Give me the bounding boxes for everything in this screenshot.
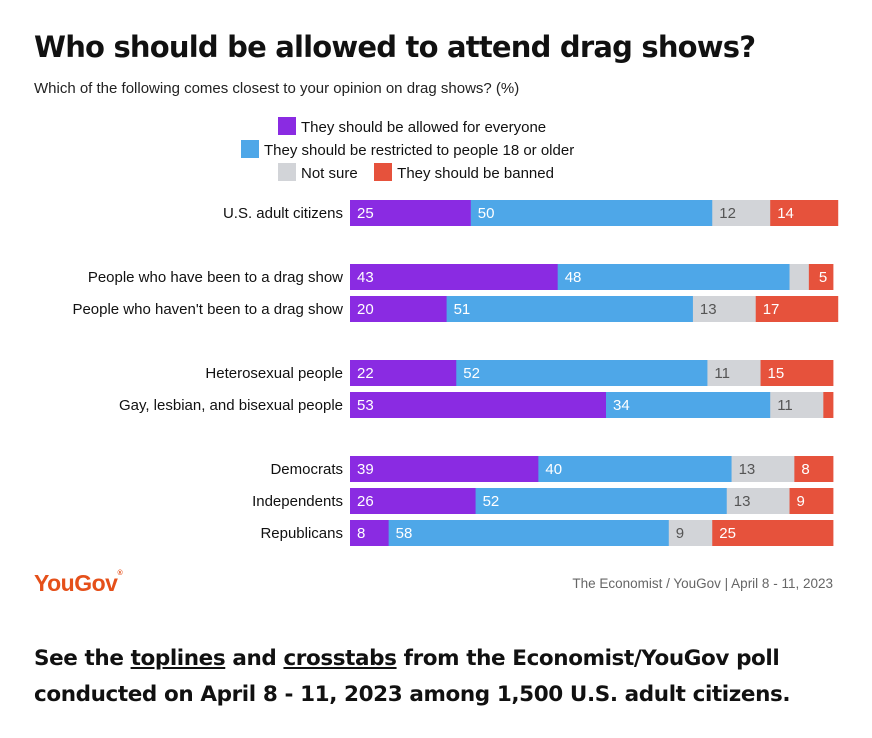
bar-segment-not-sure <box>726 488 790 514</box>
legend-item-not-sure: Not sure <box>278 163 358 184</box>
bar-segment-restricted <box>538 456 732 482</box>
stacked-bar-chart: U.S. adult citizens 25 50 12 14 People who ha… <box>72 200 839 546</box>
legend-item-allowed: They should be allowed for everyone <box>278 117 546 138</box>
toplines-link[interactable]: toplines <box>130 646 226 671</box>
category-label: Democrats <box>270 461 343 478</box>
data-label: 53 <box>357 397 374 414</box>
bar-segment-banned <box>789 488 834 514</box>
bar-segment-restricted <box>456 360 708 386</box>
data-label: 13 <box>739 461 756 478</box>
bar-segment-not-sure <box>668 520 713 546</box>
footer-post: from the Economist/YouGov poll conducted… <box>34 646 791 707</box>
bar-segment-allowed <box>350 456 539 482</box>
category-label: Heterosexual people <box>205 365 343 382</box>
bar-segment-not-sure <box>770 392 824 418</box>
legend-row-2: They should be restricted to people 18 o… <box>241 140 580 160</box>
legend-label-restricted: They should be restricted to people 18 o… <box>264 142 575 159</box>
bar-segment-restricted <box>388 520 670 546</box>
legend-row-3: Not sure They should be banned <box>278 163 560 183</box>
data-label: 9 <box>676 525 684 542</box>
data-label: 22 <box>357 365 374 382</box>
bar-segment-allowed <box>350 520 390 546</box>
data-label: 14 <box>777 205 794 222</box>
bar-segment-not-sure <box>789 264 810 290</box>
data-label: 26 <box>357 493 374 510</box>
bar-segment-banned <box>794 456 834 482</box>
bar-segment-allowed <box>350 360 457 386</box>
data-label: 52 <box>463 365 480 382</box>
bar-segment-restricted <box>475 488 728 514</box>
chart-title: Who should be allowed to attend drag sho… <box>34 30 756 64</box>
category-label: People who haven't been to a drag show <box>72 301 343 318</box>
bar-segment-banned <box>755 296 839 322</box>
source-note: The Economist / YouGov | April 8 - 11, 2… <box>572 576 833 591</box>
brand-name: YouGov <box>34 570 118 596</box>
data-label: 8 <box>801 461 809 478</box>
yougov-logo: YouGov® <box>34 570 123 597</box>
bar-segment-banned <box>808 264 834 290</box>
bar-segment-restricted <box>557 264 790 290</box>
data-label: 9 <box>797 493 805 510</box>
category-label: Gay, lesbian, and bisexual people <box>119 397 343 414</box>
bar-segment-allowed <box>350 392 607 418</box>
data-label: 25 <box>719 525 736 542</box>
legend-label-banned: They should be banned <box>397 165 554 182</box>
legend-swatch-not-sure <box>278 163 296 181</box>
data-label: 48 <box>565 269 582 286</box>
data-label: 11 <box>714 365 730 382</box>
data-label: 50 <box>478 205 495 222</box>
legend-item-restricted: They should be restricted to people 18 o… <box>241 140 574 161</box>
data-label: 43 <box>357 269 374 286</box>
footer-mid: and <box>225 646 284 671</box>
data-label: 17 <box>763 301 780 318</box>
data-label: 13 <box>734 493 751 510</box>
footer-text: See the toplines and crosstabs from the … <box>34 641 834 713</box>
bar-segment-banned <box>823 392 834 418</box>
data-label: 11 <box>777 397 793 414</box>
data-label: 20 <box>357 301 374 318</box>
bar-segment-not-sure <box>712 200 771 226</box>
data-label: 15 <box>768 365 785 382</box>
legend-label-allowed: They should be allowed for everyone <box>301 119 547 136</box>
bar-segment-banned <box>770 200 839 226</box>
bar-segment-banned <box>712 520 834 546</box>
legend-item-banned: They should be banned <box>374 163 554 184</box>
data-label: 52 <box>483 493 500 510</box>
bar-segment-allowed <box>350 488 476 514</box>
bar-segment-allowed <box>350 264 559 290</box>
data-label: 39 <box>357 461 374 478</box>
brand-registered-mark: ® <box>117 570 123 577</box>
bar-segment-not-sure <box>692 296 757 322</box>
data-label: 51 <box>454 301 471 318</box>
data-label: 13 <box>700 301 717 318</box>
bar-segment-not-sure <box>731 456 795 482</box>
data-label: 40 <box>545 461 562 478</box>
legend-label-not-sure: Not sure <box>301 165 358 182</box>
data-label: 34 <box>613 397 630 414</box>
data-label: 25 <box>357 205 374 222</box>
data-label: 8 <box>357 525 365 542</box>
bar-segment-not-sure <box>707 360 761 386</box>
bar-segment-banned <box>760 360 834 386</box>
bar-segment-allowed <box>350 200 472 226</box>
legend-row-1: They should be allowed for everyone <box>278 117 552 137</box>
legend-swatch-allowed <box>278 117 296 135</box>
category-label: U.S. adult citizens <box>223 205 343 222</box>
category-label: Republicans <box>260 525 343 542</box>
footer-pre: See the <box>34 646 131 671</box>
crosstabs-link[interactable]: crosstabs <box>283 646 397 671</box>
legend-swatch-restricted <box>241 140 259 158</box>
bar-segment-restricted <box>605 392 771 418</box>
bar-segment-restricted <box>446 296 694 322</box>
data-label: 12 <box>719 205 736 222</box>
data-label: 5 <box>819 269 827 286</box>
bar-segment-allowed <box>350 296 447 322</box>
data-label: 58 <box>396 525 413 542</box>
chart-subtitle: Which of the following comes closest to … <box>34 80 520 97</box>
category-label: People who have been to a drag show <box>88 269 343 286</box>
bar-segment-restricted <box>470 200 713 226</box>
legend-swatch-banned <box>374 163 393 181</box>
category-label: Independents <box>252 493 343 510</box>
